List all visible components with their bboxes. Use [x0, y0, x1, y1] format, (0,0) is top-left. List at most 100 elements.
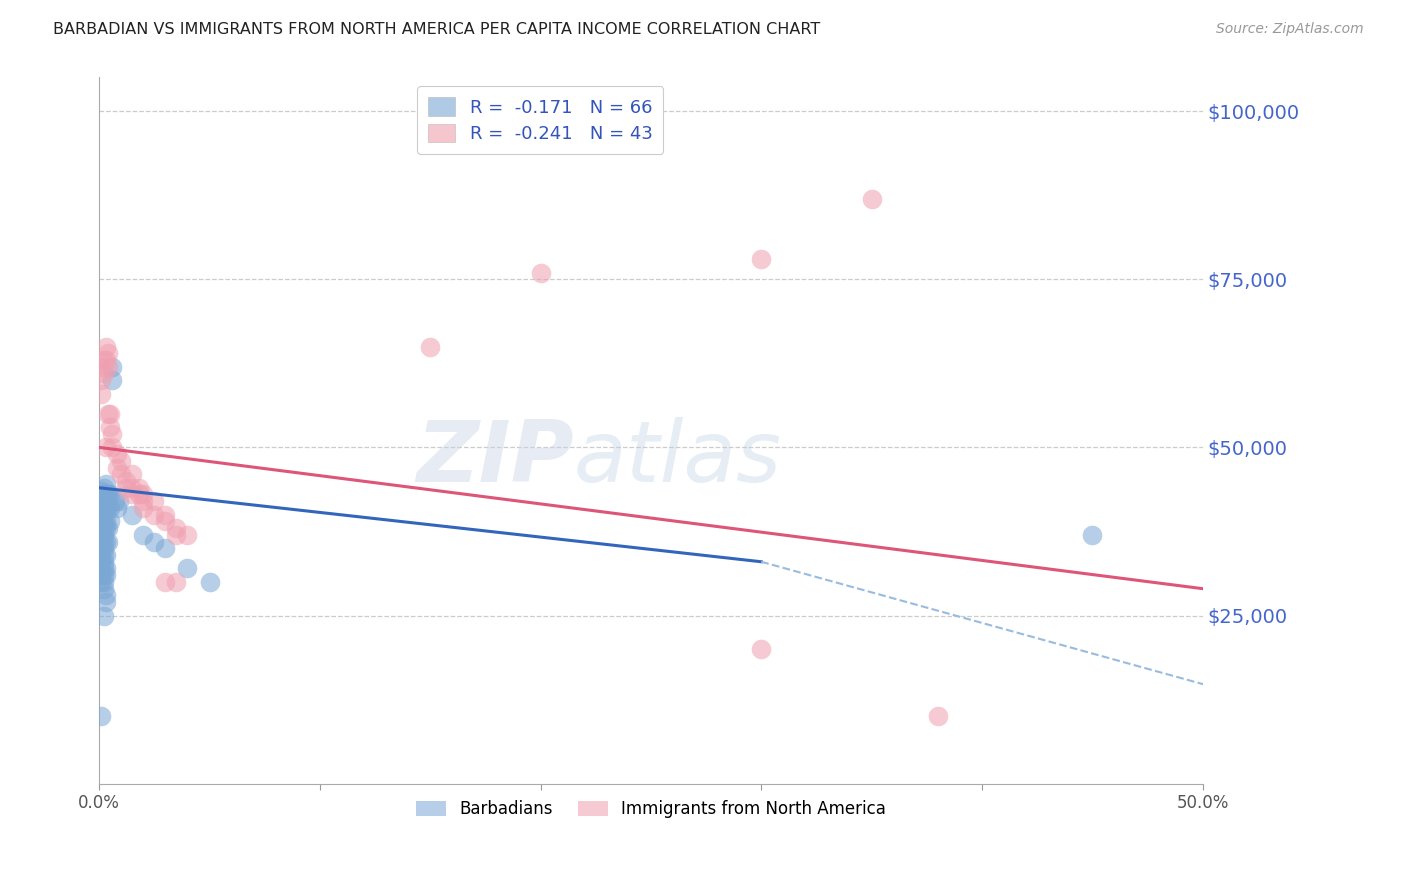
Point — [419, 339, 441, 353]
Point — [132, 528, 155, 542]
Point — [176, 561, 198, 575]
Point — [121, 508, 143, 522]
Point — [93, 534, 115, 549]
Point — [104, 494, 127, 508]
Point — [143, 508, 166, 522]
Point — [165, 521, 187, 535]
Point — [165, 574, 187, 589]
Point — [128, 487, 150, 501]
Point — [97, 346, 120, 360]
Point — [108, 494, 131, 508]
Point — [94, 534, 117, 549]
Point — [155, 515, 177, 529]
Point — [94, 353, 117, 368]
Point — [97, 500, 120, 515]
Point — [98, 407, 121, 421]
Point — [165, 528, 187, 542]
Point — [94, 568, 117, 582]
Point — [110, 467, 132, 482]
Point — [97, 407, 120, 421]
Point — [105, 447, 128, 461]
Point — [90, 521, 112, 535]
Point — [93, 561, 115, 575]
Point — [132, 500, 155, 515]
Text: BARBADIAN VS IMMIGRANTS FROM NORTH AMERICA PER CAPITA INCOME CORRELATION CHART: BARBADIAN VS IMMIGRANTS FROM NORTH AMERI… — [53, 22, 821, 37]
Point — [121, 487, 143, 501]
Point — [1081, 528, 1104, 542]
Point — [90, 534, 112, 549]
Point — [143, 494, 166, 508]
Point — [121, 467, 143, 482]
Point — [98, 515, 121, 529]
Point — [93, 548, 115, 562]
Point — [132, 487, 155, 501]
Text: ZIP: ZIP — [416, 417, 574, 500]
Point — [93, 555, 115, 569]
Point — [90, 709, 112, 723]
Text: Source: ZipAtlas.com: Source: ZipAtlas.com — [1216, 22, 1364, 37]
Point — [121, 481, 143, 495]
Point — [90, 568, 112, 582]
Point — [198, 574, 221, 589]
Point — [90, 531, 112, 545]
Point — [90, 555, 112, 569]
Point — [93, 487, 115, 501]
Point — [90, 500, 112, 515]
Point — [94, 494, 117, 508]
Point — [98, 420, 121, 434]
Point — [110, 454, 132, 468]
Point — [90, 508, 112, 522]
Point — [94, 500, 117, 515]
Text: atlas: atlas — [574, 417, 782, 500]
Point — [132, 494, 155, 508]
Point — [860, 192, 883, 206]
Point — [749, 252, 772, 266]
Point — [93, 508, 115, 522]
Point — [93, 568, 115, 582]
Point — [749, 642, 772, 657]
Point — [93, 528, 115, 542]
Point — [93, 515, 115, 529]
Point — [94, 548, 117, 562]
Point — [90, 538, 112, 552]
Point — [97, 359, 120, 374]
Point — [155, 574, 177, 589]
Point — [114, 474, 136, 488]
Point — [105, 500, 128, 515]
Point — [90, 528, 112, 542]
Point — [90, 373, 112, 387]
Point — [128, 481, 150, 495]
Point — [90, 574, 112, 589]
Point — [94, 595, 117, 609]
Point — [90, 386, 112, 401]
Point — [94, 515, 117, 529]
Point — [155, 508, 177, 522]
Point — [93, 521, 115, 535]
Point — [105, 460, 128, 475]
Point — [529, 266, 551, 280]
Point — [90, 494, 112, 508]
Point — [94, 521, 117, 535]
Point — [93, 541, 115, 556]
Point — [176, 528, 198, 542]
Point — [97, 534, 120, 549]
Point — [90, 541, 112, 556]
Point — [97, 487, 120, 501]
Point — [90, 561, 112, 575]
Point — [90, 484, 112, 499]
Point — [93, 582, 115, 596]
Point — [93, 367, 115, 381]
Point — [143, 534, 166, 549]
Point — [93, 353, 115, 368]
Point — [94, 588, 117, 602]
Point — [155, 541, 177, 556]
Point — [97, 521, 120, 535]
Point — [93, 494, 115, 508]
Point — [90, 548, 112, 562]
Point — [101, 441, 124, 455]
Point — [90, 524, 112, 539]
Point — [101, 359, 124, 374]
Point — [98, 487, 121, 501]
Point — [93, 574, 115, 589]
Point — [90, 551, 112, 566]
